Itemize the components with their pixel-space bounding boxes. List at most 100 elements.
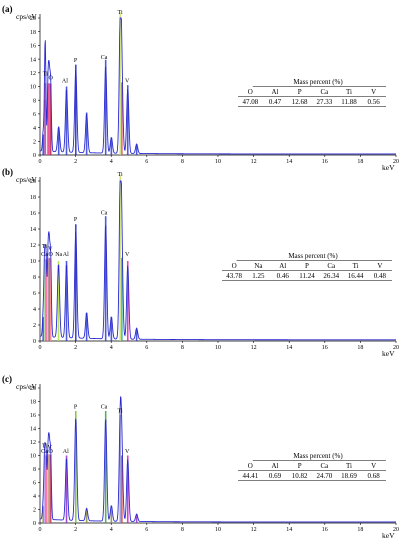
y-tick-label: 20	[30, 16, 36, 22]
table-header-cell: Al	[279, 262, 286, 270]
peak-label: V	[125, 78, 130, 84]
table-value-cell: 18.69	[341, 472, 357, 480]
table-value-cell: 0.48	[374, 272, 387, 280]
table-header-cell: Al	[272, 462, 279, 470]
x-tick-label: 12	[251, 345, 257, 351]
table-title: Mass percent (%)	[288, 252, 338, 260]
peak-label: Al	[63, 252, 69, 258]
peak-label: Ti	[42, 443, 47, 449]
x-tick-label: 20	[393, 345, 399, 351]
x-tick-label: 0	[39, 345, 42, 351]
y-tick-label: 12	[30, 440, 36, 446]
table-header-cell: P	[298, 88, 302, 96]
x-tick-label: 8	[181, 527, 184, 533]
y-tick-label: 16	[30, 44, 36, 50]
table-header-cell: V	[377, 262, 382, 270]
x-tick-label: 14	[286, 345, 292, 351]
x-tick-label: 6	[145, 527, 148, 533]
spectrum-line	[39, 180, 396, 341]
peak-label: Ti	[118, 172, 123, 178]
y-tick-label: 2	[33, 323, 36, 329]
x-axis-label: keV	[382, 163, 395, 172]
table-value-cell: 0.47	[269, 98, 282, 106]
table-header-cell: Ca	[320, 88, 329, 96]
x-tick-label: 20	[393, 527, 399, 533]
y-tick-label: 20	[30, 179, 36, 185]
table-header-cell: Ti	[353, 262, 359, 270]
panel-label: (a)	[2, 4, 13, 14]
spectrum-line	[39, 17, 396, 155]
y-tick-label: 14	[30, 227, 36, 233]
y-axis-label: cps/eV	[16, 175, 37, 184]
x-axis-label: keV	[382, 531, 395, 540]
x-tick-label: 14	[286, 159, 292, 165]
y-tick-label: 8	[33, 467, 36, 473]
peak-label: P	[74, 404, 78, 410]
table-header-cell: Ti	[346, 462, 352, 470]
table-title: Mass percent (%)	[293, 78, 343, 86]
y-tick-label: 2	[33, 508, 36, 514]
x-tick-label: 6	[145, 345, 148, 351]
y-tick-label: 0	[33, 153, 36, 159]
spectrum-panel-1: (a)cps/eV keV 0 2 4 6 8 10 12 14 16 18 20 0 2 4 6 8 10 12 14…	[2, 4, 399, 172]
table-value-cell: 26.34	[323, 272, 339, 280]
table-value-cell: 12.68	[292, 98, 308, 106]
x-tick-label: 10	[215, 345, 221, 351]
spectrum-panel-3: (c) cps/eV keV 0 2 4 6 8 10 12 14 16 18 20 0 2 4 6 8 10 12 14…	[2, 374, 399, 540]
x-tick-label: 4	[110, 527, 113, 533]
table-value-cell: 0.68	[368, 472, 381, 480]
table-value-cell: 0.46	[277, 272, 290, 280]
peak-label: V	[48, 247, 53, 253]
spectrum-line	[39, 396, 396, 523]
peak-label: V	[125, 252, 130, 258]
peak-label: Al	[62, 78, 68, 84]
y-tick-label: 16	[30, 413, 36, 419]
y-tick-label: 0	[33, 521, 36, 527]
x-tick-label: 4	[110, 159, 113, 165]
table-value-cell: 24.70	[316, 472, 332, 480]
x-tick-label: 0	[39, 527, 42, 533]
x-tick-label: 20	[393, 159, 399, 165]
peak-label: Ti	[42, 244, 47, 250]
peak-label: Na	[55, 252, 62, 258]
y-tick-label: 12	[30, 71, 36, 77]
table-value-cell: 0.69	[269, 472, 282, 480]
y-tick-label: 0	[33, 339, 36, 345]
y-tick-label: 16	[30, 211, 36, 217]
x-tick-label: 2	[74, 527, 77, 533]
x-tick-label: 10	[215, 527, 221, 533]
peak-label: O	[49, 449, 54, 455]
table-value-cell: 47.08	[242, 98, 258, 106]
table-header-cell: Al	[272, 88, 279, 96]
peak-label: Ca	[101, 211, 108, 217]
y-tick-label: 10	[30, 259, 36, 265]
table-value-cell: 43.78	[226, 272, 242, 280]
table-title: Mass percent (%)	[293, 452, 343, 460]
y-tick-label: 6	[33, 112, 36, 118]
mass-percent-table: Mass percent (%) O Al P Ca Ti V 47.08 0.47 12.68 2…	[238, 78, 386, 107]
table-value-cell: 10.82	[292, 472, 308, 480]
peak-label: Ti	[118, 10, 123, 16]
x-tick-label: 2	[74, 345, 77, 351]
peak-label: Ca	[41, 252, 48, 258]
table-header-cell: V	[371, 462, 376, 470]
table-header-cell: O	[248, 88, 253, 96]
y-tick-label: 18	[30, 30, 36, 36]
x-tick-label: 16	[322, 159, 328, 165]
x-tick-label: 8	[181, 345, 184, 351]
y-tick-label: 4	[33, 126, 36, 132]
table-value-cell: 0.56	[368, 98, 381, 106]
peak-label: Ti	[118, 408, 123, 414]
table-value-cell: 44.41	[242, 472, 258, 480]
peak-label: P	[74, 217, 78, 223]
peak-label: Al	[63, 449, 69, 455]
y-tick-label: 18	[30, 400, 36, 406]
table-header-cell: V	[371, 88, 376, 96]
mass-percent-table: Mass percent (%) O Na Al P Ca Ti V 43.78 1.25 0.46…	[222, 252, 392, 281]
x-tick-label: 2	[74, 159, 77, 165]
y-tick-label: 4	[33, 307, 36, 313]
peak-label: O	[49, 252, 54, 258]
x-tick-label: 16	[322, 527, 328, 533]
